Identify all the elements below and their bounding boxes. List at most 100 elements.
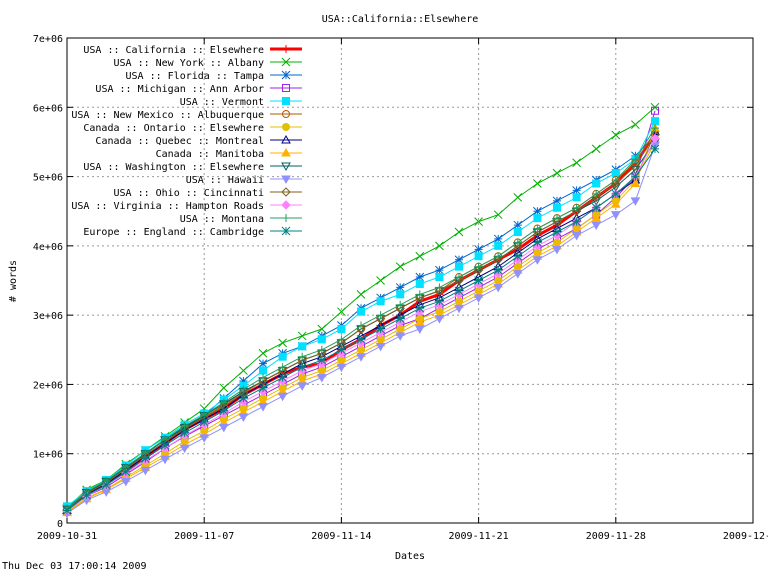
data-point [415, 279, 424, 288]
data-point [297, 331, 307, 341]
data-point [572, 158, 581, 168]
data-point [454, 304, 464, 314]
data-point [357, 307, 365, 316]
data-point [494, 241, 503, 250]
x-tick-label: 2009-12-05 [723, 531, 768, 542]
data-point [278, 352, 287, 361]
data-point [376, 324, 385, 334]
data-point [591, 144, 601, 154]
data-point [317, 324, 327, 334]
series-11 [62, 141, 660, 519]
data-point [219, 406, 229, 416]
data-point [474, 244, 483, 254]
data-point [317, 355, 327, 365]
data-point [415, 293, 425, 303]
data-point [572, 186, 581, 195]
data-point [572, 193, 581, 202]
legend-label: USA :: New Mexico :: Albuquerque [71, 110, 264, 121]
data-point [281, 175, 291, 185]
data-point [238, 413, 249, 423]
data-point [513, 228, 522, 236]
data-point [454, 286, 464, 296]
series-15 [62, 144, 660, 515]
line-chart: USA::California::Elsewhere 0 1e+06 2e+06 3e… [8, 14, 768, 560]
data-point [160, 441, 170, 450]
data-point [591, 203, 601, 213]
data-point [282, 97, 290, 105]
data-point [610, 199, 621, 208]
data-point [494, 252, 503, 261]
data-point [219, 383, 229, 393]
data-point [414, 317, 425, 326]
data-point [278, 363, 287, 372]
data-point [375, 342, 386, 352]
data-point [473, 265, 484, 275]
data-point [493, 283, 504, 293]
data-point [611, 169, 620, 178]
data-point [160, 455, 170, 465]
data-point [455, 262, 463, 271]
data-point [493, 234, 503, 244]
legend-label: USA :: Montana [180, 214, 264, 225]
legend-label: USA :: Virginia :: Hampton Roads [71, 201, 264, 212]
data-point [356, 335, 366, 344]
data-point [512, 270, 523, 279]
data-point [415, 303, 425, 313]
data-point [239, 376, 248, 386]
data-point [121, 467, 131, 477]
data-point [258, 359, 268, 368]
data-point [533, 224, 542, 233]
data-point [282, 214, 290, 222]
data-point [533, 206, 542, 216]
legend-label: USA :: Washington :: Elsewhere [83, 162, 264, 173]
data-point [376, 276, 385, 285]
data-point [200, 410, 209, 419]
data-point [651, 124, 659, 133]
data-point [493, 210, 503, 220]
data-point [473, 294, 484, 303]
legend-label: Canada :: Manitoba [156, 149, 264, 160]
data-point [259, 373, 267, 382]
legend-label: USA :: Ohio :: Cincinnati [113, 188, 264, 199]
y-tick-label: 0 [57, 519, 63, 530]
data-point [571, 231, 582, 241]
data-point [533, 238, 542, 247]
legend-label: USA :: New York :: Albany [113, 58, 264, 69]
y-tick-label: 3e+06 [33, 311, 63, 322]
legend-label: Canada :: Quebec :: Montreal [95, 136, 264, 147]
data-point [610, 211, 621, 220]
data-point [630, 197, 641, 206]
data-point [218, 423, 229, 433]
legend-label: Europe :: England :: Cambridge [83, 227, 264, 238]
data-point [435, 273, 444, 282]
data-point [337, 335, 346, 344]
legend-label: Canada :: Ontario :: Elsewhere [83, 123, 264, 134]
data-point [281, 147, 291, 157]
data-point [282, 84, 290, 92]
data-point [513, 220, 523, 230]
chart-title: USA::California::Elsewhere [322, 14, 479, 25]
data-point [434, 286, 445, 296]
data-point [281, 200, 291, 210]
data-point [572, 217, 581, 226]
data-point [630, 161, 641, 171]
data-point [281, 162, 291, 172]
data-point [591, 221, 602, 231]
legend-label: USA :: Hawaii [186, 175, 264, 186]
data-point [552, 216, 562, 227]
data-point [611, 176, 620, 185]
legend-label: USA :: Vermont [180, 97, 264, 108]
data-point [395, 303, 405, 313]
data-point [82, 490, 91, 500]
data-point [180, 422, 189, 430]
data-point [336, 363, 347, 373]
plot-area [62, 102, 660, 519]
data-point [513, 193, 523, 202]
data-point [395, 283, 405, 292]
data-point [415, 272, 425, 282]
data-point [435, 241, 444, 251]
data-point [435, 283, 444, 292]
data-point [513, 251, 523, 261]
x-axis: 2009-10-31 2009-11-07 2009-11-14 2009-11-21… [37, 38, 768, 542]
data-point [396, 290, 405, 299]
